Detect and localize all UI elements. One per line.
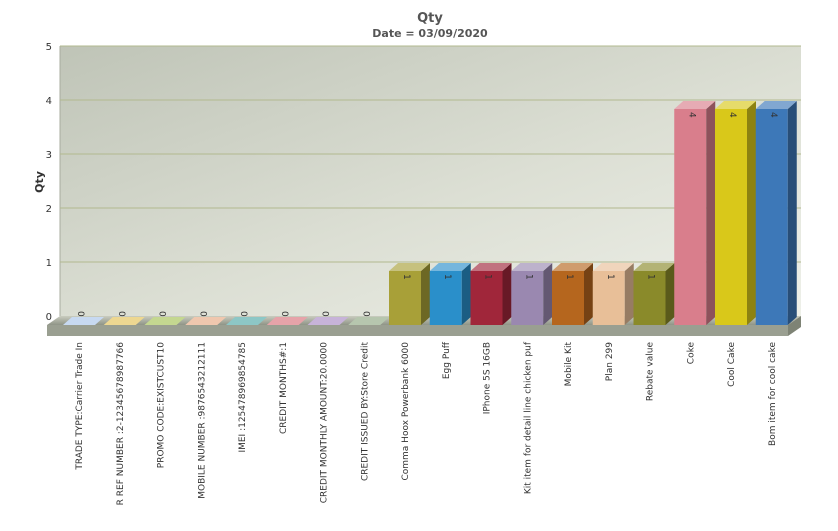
y-axis-ticks: 0 1 2 3 4 5	[46, 42, 52, 323]
bar-value-label: 0	[75, 311, 85, 317]
y-axis-label: Qty	[33, 171, 46, 193]
x-tick-label: Comma Hoox Powerbank 6000	[401, 342, 411, 481]
x-tick-label: Kit item for detail line chicken puf	[523, 341, 533, 494]
y-tick-label: 4	[46, 96, 52, 107]
bar-value-label: 4	[727, 112, 737, 118]
bar: 1	[593, 263, 634, 325]
bar-value-label: 0	[238, 311, 248, 317]
x-tick-label: IPhone 5S 16GB	[483, 342, 493, 414]
bar-front	[674, 109, 706, 325]
bar-side	[503, 263, 512, 325]
y-tick-label: 1	[46, 258, 52, 269]
bar-value-label: 1	[523, 274, 533, 280]
chart-floor-front	[47, 325, 788, 336]
bar-value-label: 0	[157, 311, 167, 317]
x-tick-label: R REF NUMBER :2-1234567898​7766	[116, 342, 126, 506]
x-tick-label: MOBILE NUMBER :9876543212111	[197, 342, 207, 499]
bar: 1	[389, 263, 430, 325]
y-tick-label: 5	[46, 42, 52, 53]
bar-value-label: 1	[401, 274, 411, 280]
bar-value-label: 0	[360, 311, 370, 317]
bar-value-label: 0	[279, 311, 289, 317]
x-tick-label: CREDIT MONTHLY AMOUNT:20.0000	[320, 342, 330, 504]
bar-value-label: 4	[768, 112, 778, 118]
chart-title: Qty	[417, 11, 443, 26]
bar-value-label: 0	[197, 311, 207, 317]
x-tick-label: Egg Puff	[442, 341, 452, 379]
bar: 1	[430, 263, 471, 325]
bar-side	[747, 101, 756, 325]
x-tick-label: PROMO CODE:EXISTCUST10	[157, 342, 167, 468]
bar-side	[543, 263, 552, 325]
bar-value-label: 1	[483, 274, 493, 280]
x-tick-label: TRADE TYPE:Carrier Trade In	[75, 342, 85, 471]
x-tick-label: Mobile Kit	[564, 342, 574, 387]
bar: 1	[511, 263, 552, 325]
y-tick-label: 0	[46, 312, 52, 323]
bar-side	[584, 263, 593, 325]
bar-value-label: 1	[646, 274, 656, 280]
bar-front	[715, 109, 747, 325]
bar-side	[625, 263, 634, 325]
bar: 1	[552, 263, 593, 325]
x-tick-label: CREDIT ISSUED BY:Store Credit	[360, 342, 370, 482]
x-tick-label: Rebate value	[646, 342, 656, 402]
bar: 4	[674, 101, 715, 325]
bar-side	[666, 263, 675, 325]
bar-front	[756, 109, 788, 325]
bar-side	[788, 101, 797, 325]
bar-value-label: 4	[686, 112, 696, 118]
x-tick-label: Plan 299	[605, 342, 615, 381]
y-tick-label: 3	[46, 150, 52, 161]
bar-value-label: 1	[605, 274, 615, 280]
bar-side	[421, 263, 430, 325]
bar-value-label: 0	[320, 311, 330, 317]
bar: 4	[715, 101, 756, 325]
bar-value-label: 1	[442, 274, 452, 280]
x-tick-label: CREDIT MONTHS#:1	[279, 342, 289, 434]
x-axis-labels: TRADE TYPE:Carrier Trade In R REF NUMBER …	[75, 341, 778, 505]
chart-subtitle: Date = 03/09/2020	[372, 27, 488, 40]
x-tick-label: Coke	[686, 342, 696, 365]
y-tick-label: 2	[46, 204, 52, 215]
x-tick-label: Cool Cake	[727, 342, 737, 387]
bar-side	[706, 101, 715, 325]
bar: 4	[756, 101, 797, 325]
bar: 1	[634, 263, 675, 325]
bar: 1	[471, 263, 512, 325]
bar-side	[462, 263, 471, 325]
x-tick-label: IMEI :125478969854785	[238, 342, 248, 453]
bar-value-label: 1	[564, 274, 574, 280]
bar-value-label: 0	[116, 311, 126, 317]
x-tick-label: Bom item for cool cake	[768, 342, 778, 446]
